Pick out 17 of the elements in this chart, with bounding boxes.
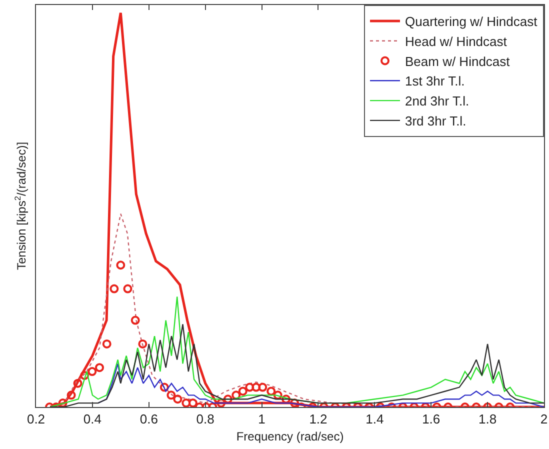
legend-label: 3rd 3hr T.l. — [405, 114, 466, 129]
x-axis-title: Frequency (rad/sec) — [236, 430, 344, 444]
x-tick-label: 0.8 — [196, 412, 214, 427]
legend-label: 1st 3hr T.l. — [405, 74, 465, 89]
legend-label: Quartering w/ Hindcast — [405, 14, 538, 30]
legend-label: Beam w/ Hindcast — [405, 54, 510, 69]
x-tick-label: 1 — [258, 412, 266, 427]
x-tick-label: 1.8 — [478, 412, 497, 427]
legend-label: 2nd 3hr T.l. — [405, 94, 470, 109]
x-tick-label: 1.2 — [309, 412, 328, 427]
x-tick-label: 2 — [540, 412, 548, 427]
x-tick-label: 0.6 — [140, 412, 158, 427]
x-tick-label: 0.2 — [26, 412, 46, 427]
x-tick-label: 0.4 — [83, 412, 102, 427]
x-tick-label: 1.6 — [422, 412, 440, 427]
x-tick-label: 1.4 — [366, 412, 384, 427]
legend-label: Head w/ Hindcast — [405, 34, 508, 49]
